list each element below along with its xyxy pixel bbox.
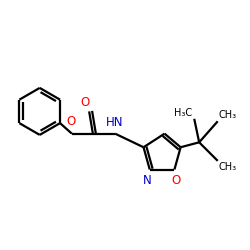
Text: O: O bbox=[66, 115, 75, 128]
Text: CH₃: CH₃ bbox=[219, 110, 237, 120]
Text: O: O bbox=[80, 96, 89, 110]
Text: N: N bbox=[143, 174, 152, 187]
Text: H₃C: H₃C bbox=[174, 108, 192, 118]
Text: HN: HN bbox=[106, 116, 123, 129]
Text: O: O bbox=[172, 174, 181, 187]
Text: CH₃: CH₃ bbox=[219, 162, 237, 172]
